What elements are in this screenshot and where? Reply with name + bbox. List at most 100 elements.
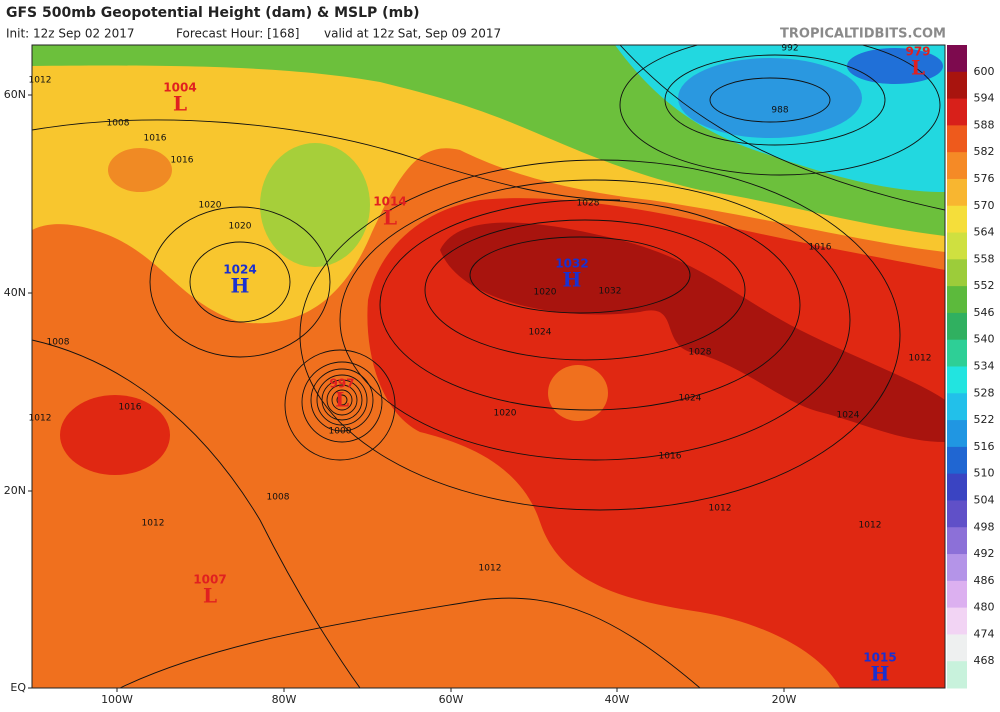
lat-label: 20N [4,484,26,497]
isobar-label: 1024 [529,328,552,338]
colorbar-box [947,634,967,662]
colorbar-label: 588 [974,118,995,131]
lon-label: 80W [272,693,297,706]
map-frame [31,44,946,689]
center-symbol: H [231,274,250,298]
colorbar-label: 534 [974,360,995,373]
site-credit: TROPICALTIDBITS.COM [780,27,946,42]
red-patch [60,395,170,475]
colorbar-box [947,152,967,180]
colorbar-label: 564 [974,226,995,239]
orange-hole [548,365,608,421]
colorbar-label: 498 [974,520,995,533]
colorbar-box [947,71,967,100]
colorbar-label: 540 [974,333,995,346]
blue-low [678,58,862,138]
colorbar-label: 528 [974,386,995,399]
isobar-label: 992 [781,44,798,54]
isobar-label: 1016 [119,403,142,413]
lat-label: EQ [10,681,26,694]
colorbar-box [947,366,967,394]
center-value: 1014 [373,195,406,209]
isobar-label: 1020 [534,288,557,298]
isobar-label: 1024 [679,394,702,404]
lat-label: 40N [4,286,26,299]
valid-time: valid at 12z Sat, Sep 09 2017 [324,27,501,41]
isobar-label: 1012 [29,76,52,86]
lon-label: 60W [439,693,464,706]
colorbar-box [947,259,967,287]
colorbar-label: 522 [974,413,995,426]
isobar-label: 1020 [494,409,517,419]
isobar [709,77,831,123]
isobar [424,219,746,361]
isobar-label: 1032 [599,287,622,297]
colorbar-box [947,607,967,635]
colorbar-label: 510 [974,467,995,480]
center-value: 979 [905,45,930,59]
center-symbol: L [335,388,349,412]
colorbar-box [947,393,967,421]
colorbar-box [947,580,967,609]
overlay: 600 594 588 582 576 570 564 558 552 546 540 534 528 5… [4,44,995,707]
colorbar-label: 576 [974,172,995,185]
colorbar-box [947,205,967,234]
isobar-label: 988 [771,106,788,116]
isobar-label: 1000 [329,427,352,437]
colorbar-box [947,527,967,555]
isobar-label: 1016 [171,156,194,166]
center-symbol: H [871,662,890,686]
title: GFS 500mb Geopotential Height (dam) & MS… [6,5,420,21]
center-symbol: L [173,92,187,116]
isobar [339,179,851,461]
colorbar-box [947,98,967,126]
isobar [336,394,348,406]
colorbar-label: 480 [974,601,995,614]
lon-label: 40W [605,693,630,706]
isobar [149,206,331,358]
lon-label: 100W [101,693,133,706]
colorbar-label: 582 [974,145,995,158]
isobar-label: 1016 [809,243,832,253]
isobar-label: 1020 [229,222,252,232]
isobar [32,339,361,688]
center-symbol: H [563,268,582,292]
height-field [32,45,945,688]
colorbar-label: 504 [974,493,995,506]
isobar [326,384,358,416]
colorbar-label: 546 [974,306,995,319]
isobar [619,45,941,176]
colorbar-label: 474 [974,627,995,640]
colorbar-box [947,125,967,153]
isobar-label: 1012 [859,521,882,531]
colorbar-box [947,339,967,367]
center-value: 1007 [193,573,226,587]
lat-label: 60N [4,88,26,101]
isobar [284,349,396,461]
lon-label: 20W [772,693,797,706]
isobar-label: 1020 [199,201,222,211]
center-symbol: L [203,584,217,608]
center-value: 1032 [555,257,588,271]
isobar [301,361,383,443]
isobar [619,45,945,211]
colorbar-box [947,178,967,207]
isobar [119,597,701,688]
isobar [331,389,353,411]
init-time: Init: 12z Sep 02 2017 [6,27,134,41]
red-ridge [367,198,945,688]
center-value: 1024 [223,263,256,277]
colorbar-box [947,661,967,689]
isobar-label: 1016 [659,452,682,462]
isobar-label: 1012 [479,564,502,574]
colorbar-box [947,312,967,341]
isobar-label: 1012 [909,354,932,364]
isobar-label: 1028 [577,199,600,209]
isobar-label: 1012 [709,504,732,514]
colorbar-label: 486 [974,574,995,587]
isobar [469,236,691,314]
isobar [189,241,291,323]
colorbar-box [947,473,967,501]
